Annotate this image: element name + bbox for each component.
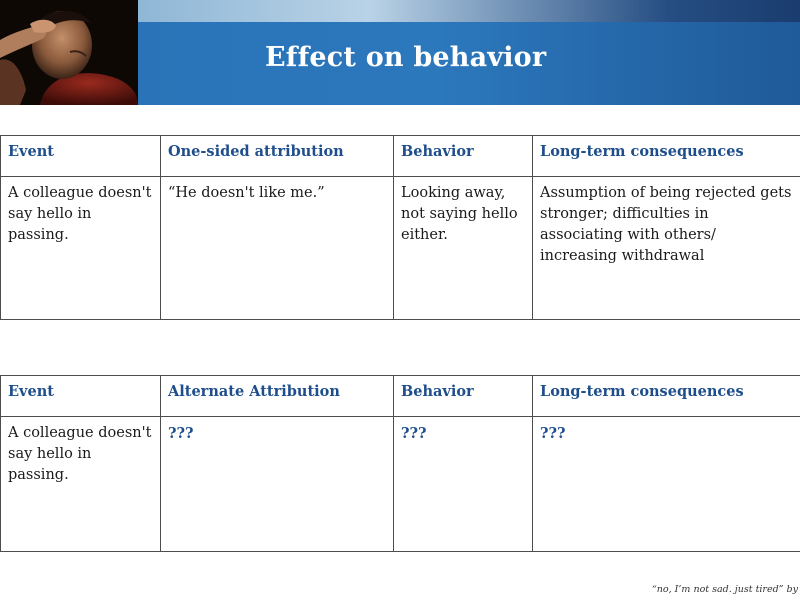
cell-event: A colleague doesn't say hello in passing… — [0, 416, 161, 552]
cell-consequences: ??? — [532, 416, 800, 552]
alternate-attribution-table: Event Alternate Attribution Behavior Lon… — [0, 375, 800, 552]
header-attribution: Alternate Attribution — [160, 375, 394, 417]
title-banner — [138, 22, 800, 105]
banner-accent-strip — [138, 0, 800, 22]
photo-credit: “no, I’m not sad. just tired” by — [651, 584, 798, 595]
cell-event: A colleague doesn't say hello in passing… — [0, 176, 161, 320]
one-sided-attribution-table: Event One-sided attribution Behavior Lon… — [0, 135, 800, 320]
cell-behavior: Looking away, not saying hello either. — [393, 176, 533, 320]
header-consequences: Long-term consequences — [532, 375, 800, 417]
table-row: A colleague doesn't say hello in passing… — [0, 176, 800, 320]
tired-man-photo — [0, 0, 138, 105]
slide-title: Effect on behavior — [265, 42, 547, 73]
table-header-row: Event One-sided attribution Behavior Lon… — [0, 135, 800, 177]
header-event: Event — [0, 135, 161, 177]
header-consequences: Long-term consequences — [532, 135, 800, 177]
cell-attribution: “He doesn't like me.” — [160, 176, 394, 320]
cell-behavior: ??? — [393, 416, 533, 552]
cell-attribution: ??? — [160, 416, 394, 552]
table-header-row: Event Alternate Attribution Behavior Lon… — [0, 375, 800, 417]
header-event: Event — [0, 375, 161, 417]
table-row: A colleague doesn't say hello in passing… — [0, 416, 800, 552]
header-behavior: Behavior — [393, 135, 533, 177]
header-behavior: Behavior — [393, 375, 533, 417]
header-attribution: One-sided attribution — [160, 135, 394, 177]
header-photo — [0, 0, 138, 105]
cell-consequences: Assumption of being rejected gets strong… — [532, 176, 800, 320]
